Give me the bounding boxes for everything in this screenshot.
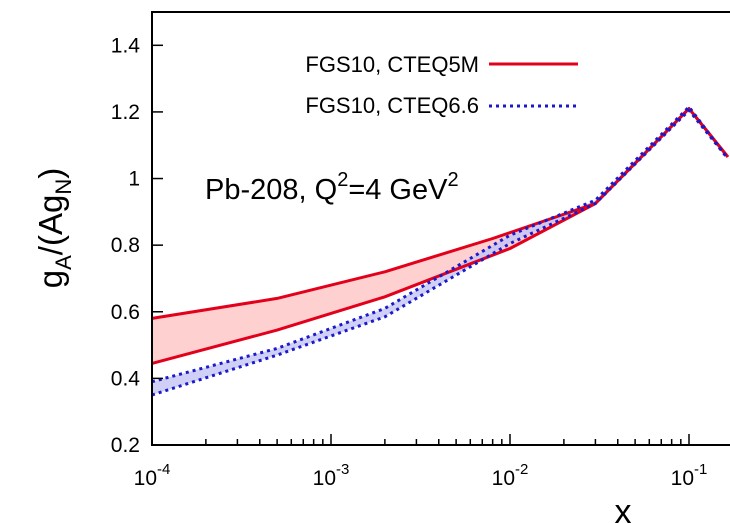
x-tick-label-base-2: 10 bbox=[492, 467, 515, 490]
band-series-0 bbox=[152, 108, 728, 364]
x-tick-label-base-0: 10 bbox=[134, 467, 157, 490]
x-tick-label-base-3: 10 bbox=[671, 467, 694, 490]
legend: FGS10, CTEQ5M FGS10, CTEQ6.6 bbox=[305, 52, 578, 118]
y-tick-label-1: 0.4 bbox=[111, 367, 141, 390]
x-tick-label-2: 10-2 bbox=[492, 461, 529, 490]
y-title-mid: /(Ag bbox=[32, 195, 69, 256]
legend-label-cteq5m: FGS10, CTEQ5M bbox=[305, 52, 479, 77]
line-series-0-upper bbox=[151, 107, 730, 320]
annotation-sup1: 2 bbox=[337, 169, 348, 191]
x-tick-label-exp-2: -2 bbox=[515, 461, 528, 478]
y-tick-label-5: 1.2 bbox=[111, 101, 140, 124]
x-tick-label-0: 10-4 bbox=[134, 461, 171, 490]
y-title-end: ) bbox=[32, 168, 69, 179]
y-tick-label-3: 0.8 bbox=[111, 234, 140, 257]
line-series-0-lower bbox=[151, 107, 730, 365]
series-lines bbox=[151, 105, 730, 397]
y-title-g: g bbox=[32, 270, 69, 288]
y-title-sub-n: N bbox=[51, 179, 76, 195]
band-series-1 bbox=[152, 106, 728, 396]
x-tick-label-exp-3: -1 bbox=[694, 461, 707, 478]
annotation-base: Pb-208, Q bbox=[205, 174, 337, 206]
plot-frame bbox=[151, 11, 730, 446]
y-axis-title: gA/(AgN) bbox=[32, 168, 76, 288]
y-tick-label-6: 1.4 bbox=[111, 34, 141, 57]
annotation: Pb-208, Q2=4 GeV2 bbox=[205, 169, 459, 206]
axis-ticks: 0.20.40.60.811.21.410-4 10-3 10-2 10-1 bbox=[111, 34, 708, 490]
annotation-mid: =4 GeV bbox=[348, 174, 448, 206]
y-tick-label-0: 0.2 bbox=[111, 434, 140, 457]
y-title-sub-a: A bbox=[51, 255, 76, 270]
x-tick-label-3: 10-1 bbox=[671, 461, 708, 490]
line-series-1-lower bbox=[151, 108, 730, 397]
legend-label-cteq66: FGS10, CTEQ6.6 bbox=[305, 93, 479, 118]
x-tick-label-base-1: 10 bbox=[313, 467, 336, 490]
uncertainty-bands bbox=[152, 106, 728, 396]
y-tick-label-2: 0.6 bbox=[111, 301, 140, 324]
x-tick-label-1: 10-3 bbox=[313, 461, 350, 490]
x-tick-label-exp-1: -3 bbox=[336, 461, 349, 478]
y-tick-label-4: 1 bbox=[128, 168, 140, 191]
x-tick-label-exp-0: -4 bbox=[157, 461, 170, 478]
x-axis-title: x bbox=[615, 493, 632, 523]
annotation-sup2: 2 bbox=[447, 169, 458, 191]
